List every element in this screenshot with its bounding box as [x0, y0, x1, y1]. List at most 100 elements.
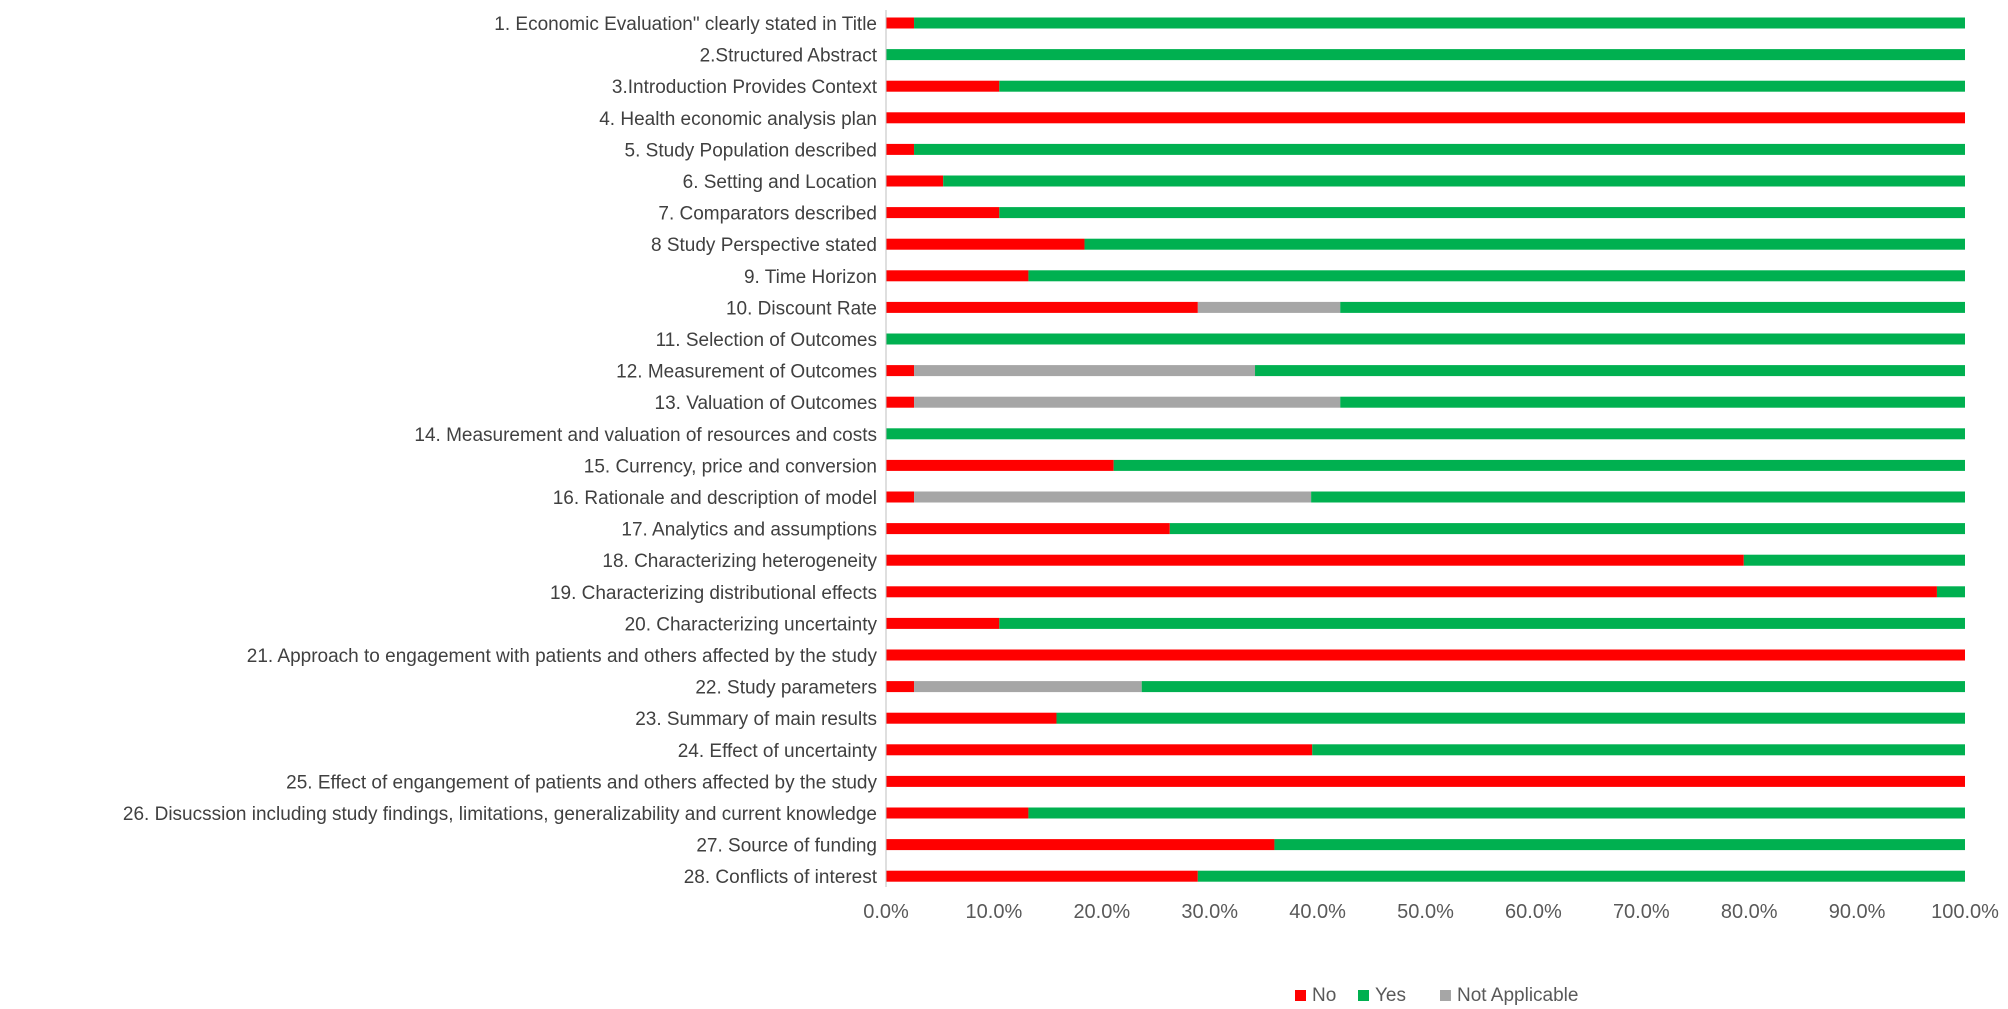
category-label: 8 Study Perspective stated	[651, 235, 877, 256]
category-label: 22. Study parameters	[695, 678, 877, 699]
bar-segment-no	[886, 744, 1313, 756]
bar-segment-no	[886, 175, 944, 187]
bar-segment-no	[886, 681, 915, 693]
bar-segment-no	[886, 870, 1198, 882]
bar-segment-yes	[914, 17, 1966, 29]
bar-segment-no	[886, 270, 1029, 282]
category-label: 23. Summary of main results	[635, 709, 877, 730]
bar-segment-no	[886, 712, 1057, 724]
legend-swatch-no	[1295, 990, 1306, 1001]
bar-segment-no	[886, 775, 1965, 787]
bar-segment-yes	[1311, 491, 1965, 503]
bar-segment-yes	[914, 143, 1966, 155]
bar-segment-yes	[999, 617, 1965, 629]
x-tick-label: 20.0%	[1073, 901, 1130, 923]
bar-segment-no	[886, 839, 1275, 851]
x-tick-label: 50.0%	[1397, 901, 1454, 923]
bar-segment-no	[886, 207, 1000, 219]
category-labels: 1. Economic Evaluation" clearly stated i…	[123, 14, 878, 888]
bar-segment-yes	[1340, 301, 1965, 313]
category-label: 19. Characterizing distributional effect…	[550, 583, 877, 604]
category-label: 2.Structured Abstract	[700, 46, 878, 67]
bar-segment-yes	[886, 428, 1965, 440]
bar-segment-not-applicable	[914, 365, 1256, 377]
bar-segment-yes	[1113, 459, 1965, 471]
bar-segment-yes	[943, 175, 1965, 187]
bar-segment-no	[886, 396, 915, 408]
bar-segment-no	[886, 459, 1114, 471]
bar-segment-yes	[1340, 396, 1965, 408]
x-tick-label: 90.0%	[1829, 901, 1886, 923]
bar-segment-no	[886, 491, 915, 503]
bar-segment-yes	[1197, 870, 1965, 882]
legend: No Yes Not Applicable	[1295, 985, 1578, 1006]
x-tick-label: 80.0%	[1721, 901, 1778, 923]
bar-segment-yes	[999, 207, 1965, 219]
category-label: 1. Economic Evaluation" clearly stated i…	[494, 14, 877, 35]
bar-segment-yes	[1084, 238, 1965, 250]
bar-segment-no	[886, 238, 1085, 250]
legend-label-not-applicable: Not Applicable	[1457, 985, 1578, 1006]
bar-segment-yes	[1141, 681, 1965, 693]
bar-segment-no	[886, 586, 1937, 598]
bar-segment-no	[886, 617, 1000, 629]
x-axis-ticks: 0.0% 10.0% 20.0% 30.0% 40.0% 50.0% 60.0% 70.0% 8…	[863, 901, 1999, 923]
bar-segment-not-applicable	[914, 681, 1142, 693]
category-label: 4. Health economic analysis plan	[599, 109, 877, 130]
bar-segment-no	[886, 365, 915, 377]
category-label: 26. Disucssion including study findings,…	[123, 804, 877, 825]
category-label: 6. Setting and Location	[683, 172, 877, 193]
bar-segment-no	[886, 807, 1029, 819]
category-label: 16. Rationale and description of model	[553, 488, 877, 509]
category-label: 3.Introduction Provides Context	[612, 77, 878, 98]
bars-layer	[886, 17, 1966, 882]
bar-segment-yes	[999, 80, 1965, 92]
category-label: 24. Effect of uncertainty	[678, 741, 878, 762]
category-label: 21. Approach to engagement with patients…	[247, 646, 878, 667]
category-label: 20. Characterizing uncertainty	[625, 614, 878, 635]
x-tick-label: 10.0%	[966, 901, 1023, 923]
bar-segment-yes	[1169, 523, 1965, 535]
bar-segment-yes	[1255, 365, 1965, 377]
category-label: 12. Measurement of Outcomes	[616, 362, 877, 383]
x-tick-label: 40.0%	[1289, 901, 1346, 923]
x-tick-label: 60.0%	[1505, 901, 1562, 923]
bar-segment-not-applicable	[914, 491, 1312, 503]
bar-segment-yes	[1743, 554, 1965, 566]
bar-segment-yes	[1028, 807, 1965, 819]
legend-label-no: No	[1312, 985, 1336, 1006]
legend-swatch-yes	[1358, 990, 1369, 1001]
x-tick-label: 30.0%	[1181, 901, 1238, 923]
category-label: 15. Currency, price and conversion	[584, 456, 877, 477]
bar-segment-yes	[1274, 839, 1965, 851]
category-label: 13. Valuation of Outcomes	[655, 393, 878, 414]
bar-segment-yes	[886, 333, 1965, 345]
bar-segment-not-applicable	[914, 396, 1341, 408]
bar-segment-yes	[886, 49, 1965, 61]
bar-segment-no	[886, 112, 1965, 124]
category-label: 17. Analytics and assumptions	[621, 520, 877, 541]
bar-segment-no	[886, 17, 915, 29]
category-label: 18. Characterizing heterogeneity	[602, 551, 877, 572]
category-label: 10. Discount Rate	[726, 298, 877, 319]
legend-label-yes: Yes	[1375, 985, 1406, 1006]
bar-segment-no	[886, 554, 1744, 566]
x-tick-label: 70.0%	[1613, 901, 1670, 923]
bar-segment-not-applicable	[1197, 301, 1341, 313]
category-label: 25. Effect of engangement of patients an…	[286, 772, 877, 793]
category-label: 11. Selection of Outcomes	[656, 330, 877, 351]
bar-segment-no	[886, 523, 1170, 535]
bar-segment-yes	[1028, 270, 1965, 282]
category-label: 14. Measurement and valuation of resourc…	[414, 425, 877, 446]
bar-segment-no	[886, 649, 1965, 661]
category-label: 5. Study Population described	[625, 140, 877, 161]
bar-segment-yes	[1056, 712, 1965, 724]
legend-swatch-not-applicable	[1440, 990, 1451, 1001]
bar-segment-no	[886, 301, 1198, 313]
bar-segment-yes	[1936, 586, 1965, 598]
category-label: 7. Comparators described	[658, 204, 877, 225]
category-label: 28. Conflicts of interest	[684, 867, 878, 888]
x-tick-label: 0.0%	[863, 901, 909, 923]
x-tick-label: 100.0%	[1931, 901, 1999, 923]
